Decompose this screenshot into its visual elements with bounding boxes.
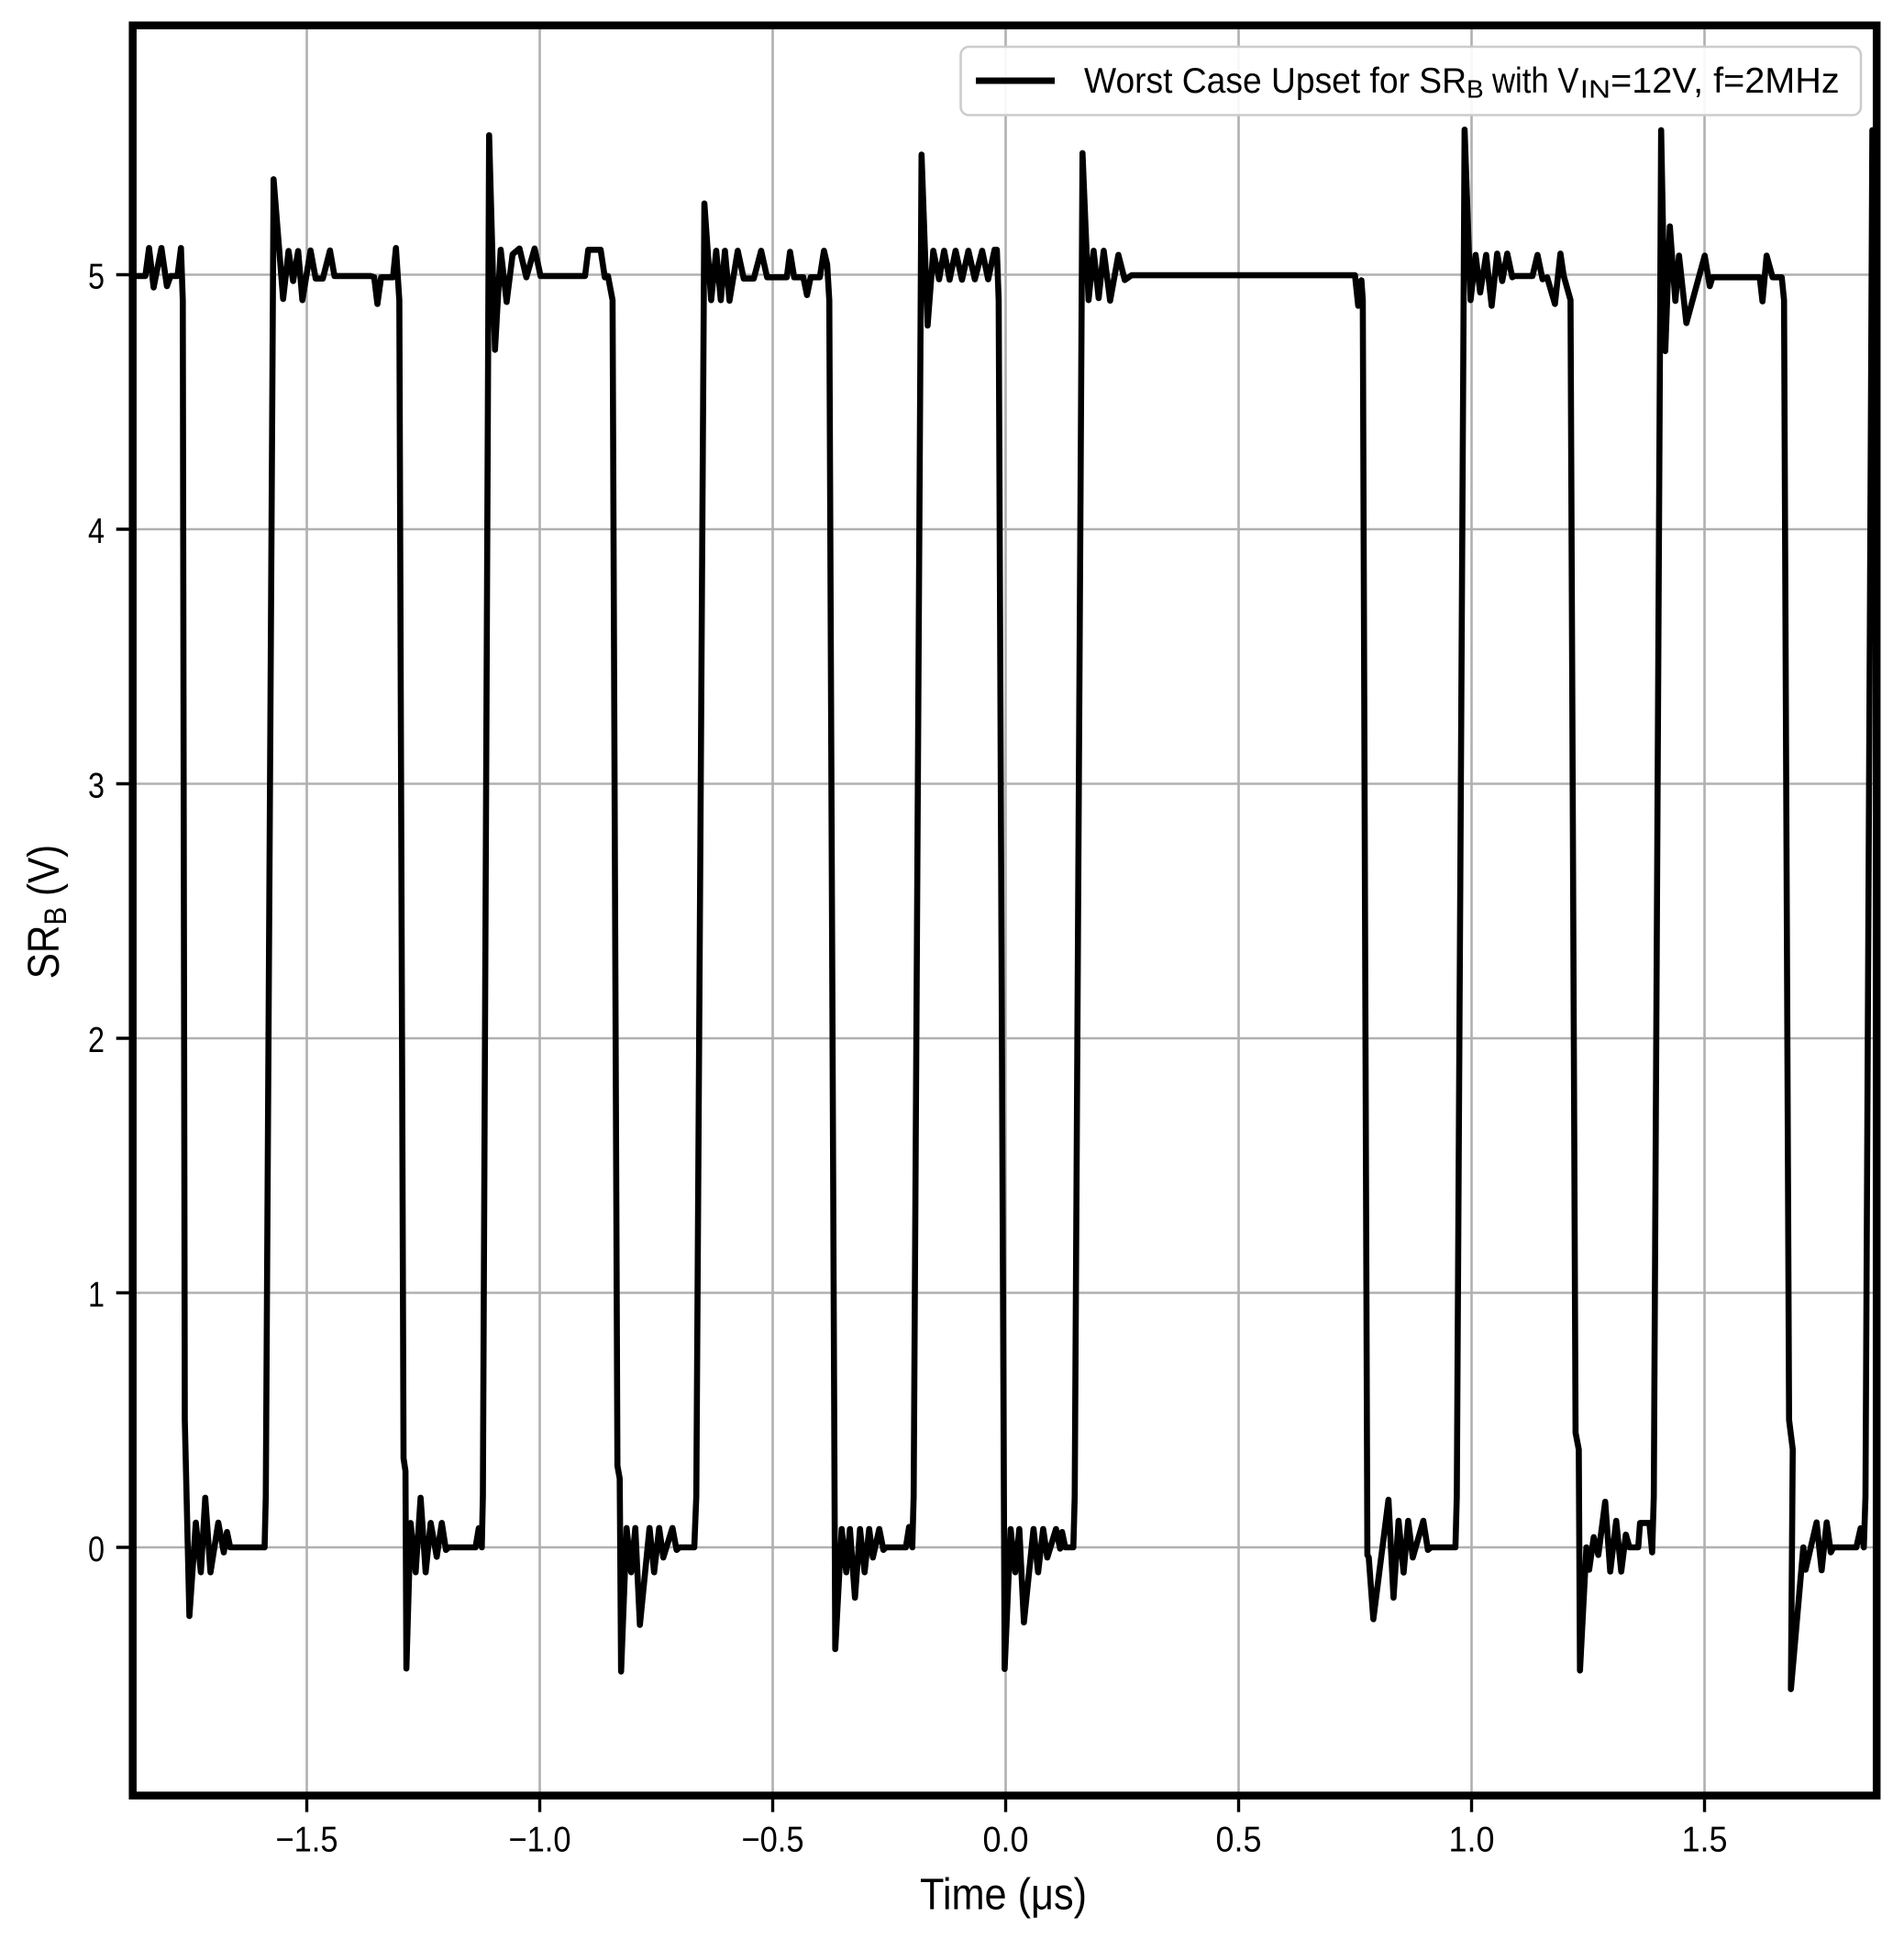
svg-text:1.0: 1.0 <box>1449 1820 1495 1859</box>
svg-text:0: 0 <box>88 1530 105 1569</box>
svg-text:−1.0: −1.0 <box>509 1820 571 1859</box>
svg-text:1: 1 <box>88 1276 105 1315</box>
svg-text:4: 4 <box>88 512 105 551</box>
svg-text:2: 2 <box>88 1021 105 1060</box>
svg-text:3: 3 <box>88 767 105 806</box>
svg-text:−0.5: −0.5 <box>742 1820 804 1859</box>
svg-text:5: 5 <box>88 258 105 297</box>
svg-text:Worst Case Upset for SR: Worst Case Upset for SR <box>1084 61 1467 101</box>
svg-text:1.5: 1.5 <box>1682 1820 1728 1859</box>
svg-text:−1.5: −1.5 <box>276 1820 338 1859</box>
svg-text:=12V, f=2MHz: =12V, f=2MHz <box>1611 61 1840 101</box>
svg-text:with V: with V <box>1491 61 1578 101</box>
svg-text:0.0: 0.0 <box>983 1820 1029 1859</box>
svg-text:B: B <box>1467 75 1484 104</box>
svg-text:IN: IN <box>1580 75 1611 104</box>
svg-text:Time (μs): Time (μs) <box>920 1870 1087 1919</box>
svg-text:0.5: 0.5 <box>1216 1820 1262 1859</box>
